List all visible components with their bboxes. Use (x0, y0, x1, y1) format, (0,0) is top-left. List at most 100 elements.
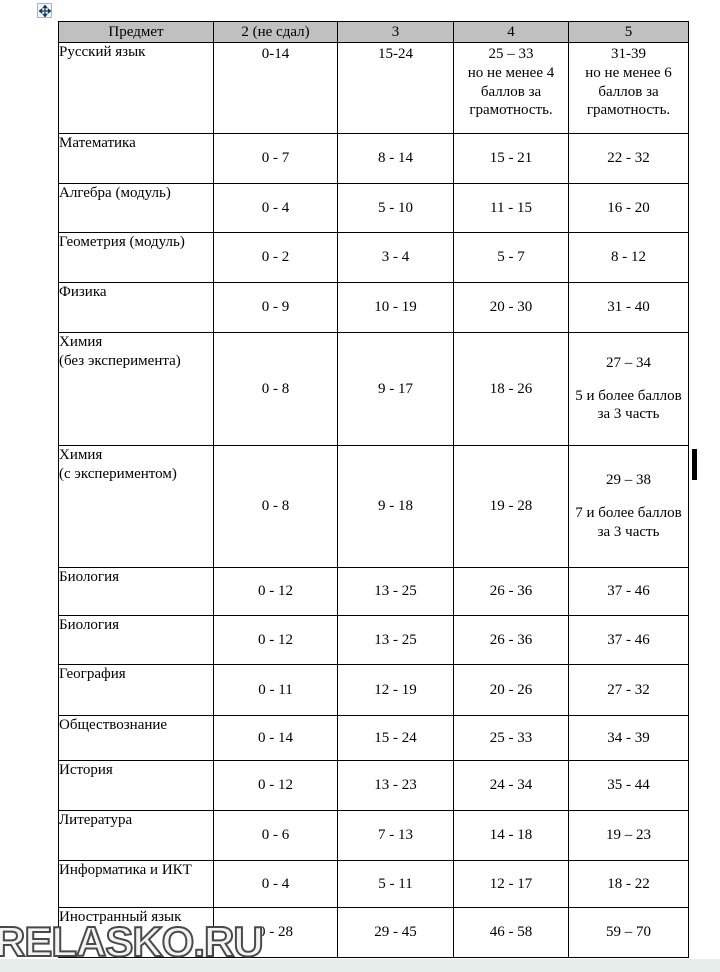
score-cell: 19 – 23 (568, 810, 689, 861)
subject-cell: Геометрия (модуль) (58, 232, 214, 283)
score-cell: 0 - 6 (213, 810, 338, 861)
score-cell: 35 - 44 (568, 760, 689, 811)
score-cell: 25 - 33 (453, 715, 569, 761)
score-cell: 7 - 13 (337, 810, 454, 861)
score-cell: 31-39 но не менее 6 баллов за грамотность… (568, 42, 689, 134)
score-cell: 26 - 36 (453, 615, 569, 665)
score-cell: 15-24 (337, 42, 454, 134)
score-cell: 46 - 58 (453, 907, 569, 958)
subject-cell: Обществознание (58, 715, 214, 761)
score-cell: 20 - 26 (453, 664, 569, 716)
score-cell: 5 - 11 (337, 860, 454, 908)
subject-cell: Химия (без эксперимента) (58, 332, 214, 446)
subject-cell: Иностранный язык (58, 907, 214, 958)
subject-cell: География (58, 664, 214, 716)
score-cell: 5 - 7 (453, 232, 569, 283)
score-cell: 19 - 28 (453, 445, 569, 568)
score-cell: 0 - 2 (213, 232, 338, 283)
score-cell: 25 – 33 но не менее 4 баллов за грамотнос… (453, 42, 569, 134)
score-cell: 0 - 7 (213, 133, 338, 184)
score-cell: 59 – 70 (568, 907, 689, 958)
table-move-handle[interactable] (37, 3, 52, 18)
score-table-body: Русский язык 0-14 15-24 25 – 33 но не менее … (58, 42, 689, 958)
score-cell: 15 - 24 (337, 715, 454, 761)
score-cell: 26 - 36 (453, 567, 569, 616)
score-cell: 0 - 28 (213, 907, 338, 958)
header-grade-5: 5 (568, 21, 689, 43)
score-cell: 0 - 4 (213, 183, 338, 233)
score-cell: 0 - 8 (213, 332, 338, 446)
header-grade-3: 3 (337, 21, 454, 43)
score-cell: 13 - 23 (337, 760, 454, 811)
table-row: Обществознание 0 - 14 15 - 24 25 - 33 34 - 3… (58, 715, 689, 761)
table-row: Русский язык 0-14 15-24 25 – 33 но не менее … (58, 42, 689, 134)
score-cell: 0 - 12 (213, 615, 338, 665)
score-cell: 0 - 9 (213, 282, 338, 333)
score-cell: 0-14 (213, 42, 338, 134)
score-cell: 13 - 25 (337, 615, 454, 665)
subject-cell: История (58, 760, 214, 811)
score-cell: 5 - 10 (337, 183, 454, 233)
header-row: Предмет 2 (не сдал) 3 4 5 (58, 21, 689, 43)
score-cell: 37 - 46 (568, 567, 689, 616)
score-cell: 27 – 34 5 и более баллов за 3 часть (568, 332, 689, 446)
subject-cell: Биология (58, 615, 214, 665)
subject-cell: Математика (58, 133, 214, 184)
score-cell: 13 - 25 (337, 567, 454, 616)
subject-cell: Алгебра (модуль) (58, 183, 214, 233)
header-grade-2: 2 (не сдал) (213, 21, 338, 43)
score-cell: 9 - 17 (337, 332, 454, 446)
score-cell: 20 - 30 (453, 282, 569, 333)
score-cell: 29 – 38 7 и более баллов за 3 часть (568, 445, 689, 568)
score-cell: 0 - 11 (213, 664, 338, 716)
score-cell: 27 - 32 (568, 664, 689, 716)
header-grade-4: 4 (453, 21, 569, 43)
score-cell: 8 - 12 (568, 232, 689, 283)
score-cell: 18 - 22 (568, 860, 689, 908)
table-row: Физика 0 - 9 10 - 19 20 - 30 31 - 40 (58, 282, 689, 333)
score-cell: 9 - 18 (337, 445, 454, 568)
score-cell: 8 - 14 (337, 133, 454, 184)
table-row: Биология 0 - 12 13 - 25 26 - 36 37 - 46 (58, 567, 689, 616)
score-table: Предмет 2 (не сдал) 3 4 5 Русский язык 0-… (58, 21, 689, 958)
table-row: Биология 0 - 12 13 - 25 26 - 36 37 - 46 (58, 615, 689, 665)
score-cell: 15 - 21 (453, 133, 569, 184)
table-row: История 0 - 12 13 - 23 24 - 34 35 - 44 (58, 760, 689, 811)
score-cell: 14 - 18 (453, 810, 569, 861)
score-cell: 31 - 40 (568, 282, 689, 333)
score-cell: 3 - 4 (337, 232, 454, 283)
score-cell: 11 - 15 (453, 183, 569, 233)
score-cell: 10 - 19 (337, 282, 454, 333)
score-cell: 0 - 4 (213, 860, 338, 908)
score-cell: 16 - 20 (568, 183, 689, 233)
score-cell: 37 - 46 (568, 615, 689, 665)
score-cell: 12 - 17 (453, 860, 569, 908)
score-cell: 18 - 26 (453, 332, 569, 446)
score-cell: 0 - 14 (213, 715, 338, 761)
subject-cell: Русский язык (58, 42, 214, 134)
subject-cell: Литература (58, 810, 214, 861)
subject-cell: Химия (с экспериментом) (58, 445, 214, 568)
move-arrows-icon (38, 4, 51, 17)
score-cell: 34 - 39 (568, 715, 689, 761)
score-cell: 12 - 19 (337, 664, 454, 716)
table-row: География 0 - 11 12 - 19 20 - 26 27 - 32 (58, 664, 689, 716)
score-cell: 0 - 12 (213, 567, 338, 616)
table-row: Иностранный язык 0 - 28 29 - 45 46 - 58 59 –… (58, 907, 689, 958)
score-cell: 22 - 32 (568, 133, 689, 184)
score-cell: 24 - 34 (453, 760, 569, 811)
page-edge (0, 959, 720, 972)
text-cursor (692, 449, 697, 480)
subject-cell: Биология (58, 567, 214, 616)
subject-cell: Информатика и ИКТ (58, 860, 214, 908)
subject-cell: Физика (58, 282, 214, 333)
score-cell: 0 - 12 (213, 760, 338, 811)
score-cell: 29 - 45 (337, 907, 454, 958)
